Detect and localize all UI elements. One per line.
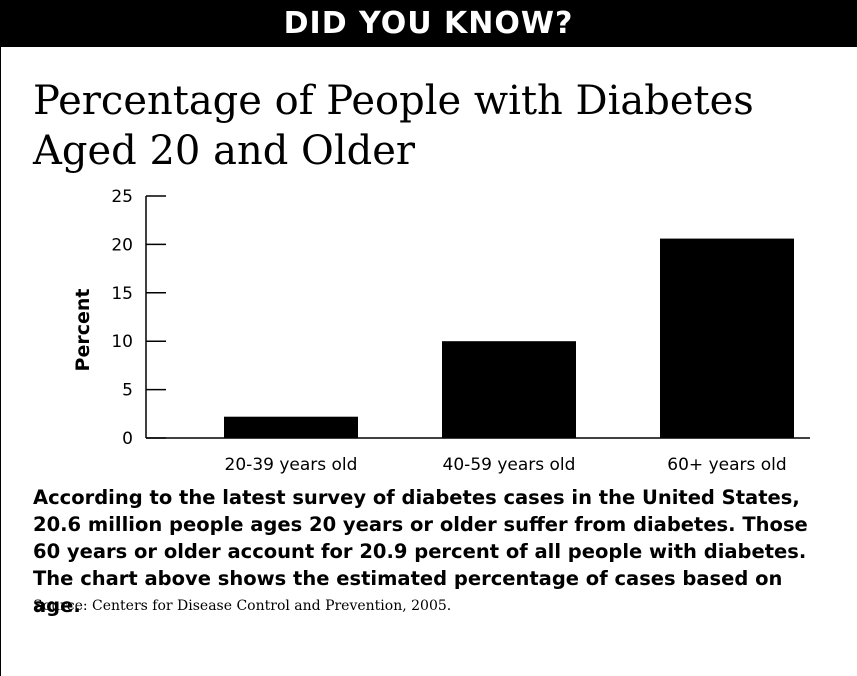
source-citation: Source: Centers for Disease Control and … <box>33 598 452 614</box>
y-tick-label: 5 <box>122 381 133 401</box>
y-tick-label: 25 <box>111 187 133 207</box>
y-tick-label: 10 <box>111 332 133 352</box>
x-tick-label: 60+ years old <box>667 455 786 475</box>
did-you-know-banner: DID YOU KNOW? <box>0 0 857 47</box>
chart-title: Percentage of People with Diabetes Aged … <box>33 78 754 174</box>
y-axis-label: Percent <box>72 289 94 372</box>
y-tick-label: 15 <box>111 284 133 304</box>
x-axis-labels: 20-39 years old 40-59 years old 60+ years … <box>225 455 787 475</box>
bar-3 <box>660 238 794 438</box>
x-tick-label: 40-59 years old <box>443 455 576 475</box>
x-tick-label: 20-39 years old <box>225 455 358 475</box>
bar-2 <box>442 341 576 438</box>
bars <box>224 238 794 438</box>
bar-chart: 0 5 10 15 20 25 20-39 years old 40-59 years ol… <box>72 187 810 475</box>
caption-text: According to the latest survey of diabet… <box>33 486 808 617</box>
bar-1 <box>224 416 358 438</box>
y-tick-label: 20 <box>111 235 133 255</box>
y-tick-label: 0 <box>122 429 133 449</box>
